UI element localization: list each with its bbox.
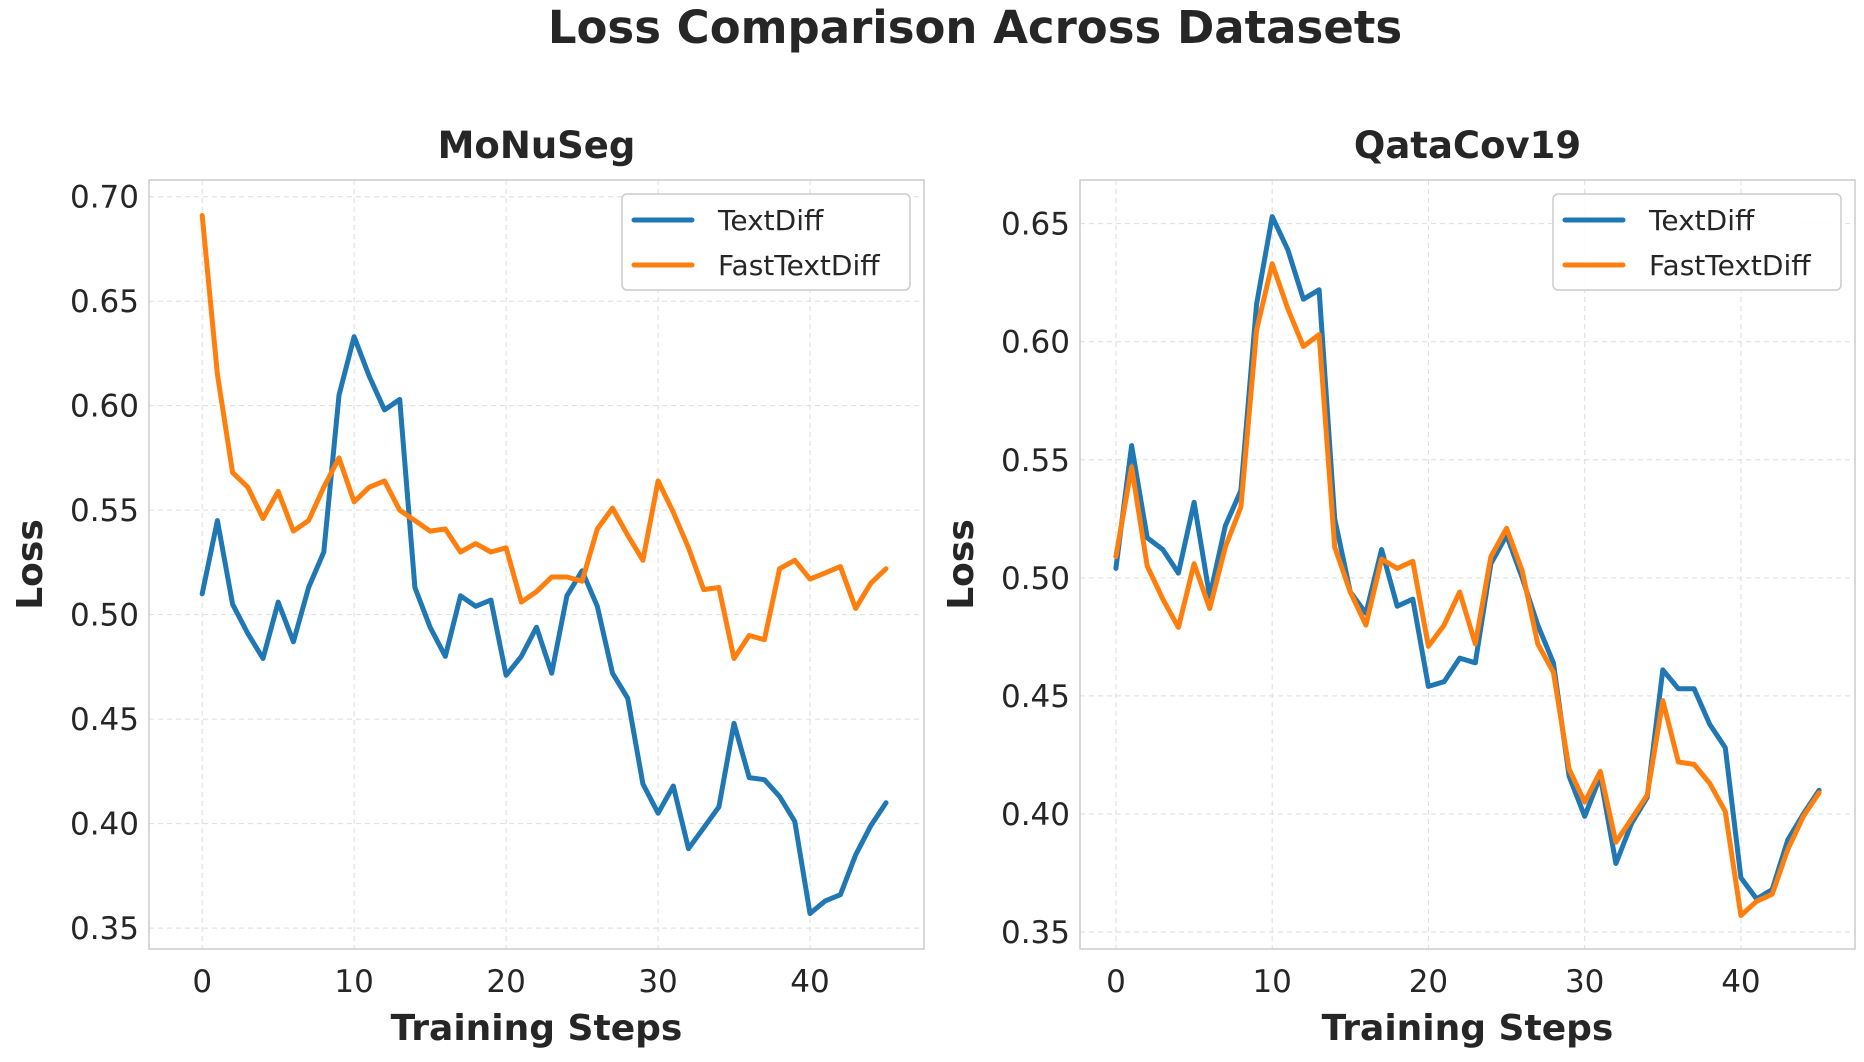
legend-label: FastTextDiff [1649, 249, 1811, 282]
plot-area [149, 180, 924, 949]
axes-frame [1079, 179, 1856, 950]
legend-label: FastTextDiff [718, 249, 880, 282]
subplot-title: QataCov19 [1354, 124, 1581, 167]
subplot-title: MoNuSeg [438, 124, 636, 167]
y-tick-label: 0.35 [1001, 915, 1070, 951]
y-axis-label: Loss [941, 519, 982, 610]
y-axis-label: Loss [10, 519, 51, 610]
y-tick-label: 0.35 [70, 911, 139, 947]
series-line-fasttextdiff [199, 213, 889, 661]
x-tick-label: 30 [1565, 964, 1604, 1000]
x-tick-label: 20 [486, 964, 525, 1000]
y-tick-label: 0.40 [1001, 797, 1070, 833]
subplot-qatacov19: 0 10 20 30 40 0.35 0.40 0.45 0.50 0.55 0.60 0.65 Qat… [941, 124, 1856, 1049]
x-tick-label: 0 [192, 964, 212, 1000]
x-tick-label: 40 [1721, 964, 1760, 1000]
y-tick-label: 0.45 [1001, 679, 1070, 715]
y-tick-label: 0.45 [70, 702, 139, 738]
axes-frame [148, 179, 925, 950]
x-tick-label: 10 [1252, 964, 1291, 1000]
x-tick-label: 0 [1106, 964, 1126, 1000]
legend-label: TextDiff [717, 204, 824, 237]
y-tick-label: 0.70 [70, 180, 139, 216]
series-line-textdiff [1113, 214, 1822, 902]
legend-label: TextDiff [1648, 204, 1755, 237]
y-tick-label: 0.65 [70, 284, 139, 320]
x-axis-label: Training Steps [391, 1008, 683, 1049]
x-tick-label: 20 [1409, 964, 1448, 1000]
y-tick-label: 0.40 [70, 807, 139, 843]
y-tick-label: 0.50 [1001, 561, 1070, 597]
y-tick-label: 0.55 [1001, 443, 1070, 479]
x-axis-label: Training Steps [1322, 1008, 1614, 1049]
series-line-textdiff [199, 334, 889, 916]
x-tick-label: 30 [638, 964, 677, 1000]
legend: TextDiff FastTextDiff [621, 193, 911, 291]
x-tick-label: 10 [334, 964, 373, 1000]
y-tick-label: 0.60 [70, 389, 139, 425]
x-tick-label: 40 [790, 964, 829, 1000]
series-line-fasttextdiff [1113, 261, 1822, 918]
y-tick-label: 0.65 [1001, 207, 1070, 243]
subplot-monuseg: 0 10 20 30 40 0.35 0.40 0.45 0.50 0.55 0.60 0.65 0.7… [10, 124, 925, 1049]
figure-title: Loss Comparison Across Datasets [548, 1, 1402, 54]
y-tick-label: 0.50 [70, 598, 139, 634]
y-tick-label: 0.55 [70, 493, 139, 529]
legend: TextDiff FastTextDiff [1552, 193, 1842, 291]
y-tick-label: 0.60 [1001, 325, 1070, 361]
